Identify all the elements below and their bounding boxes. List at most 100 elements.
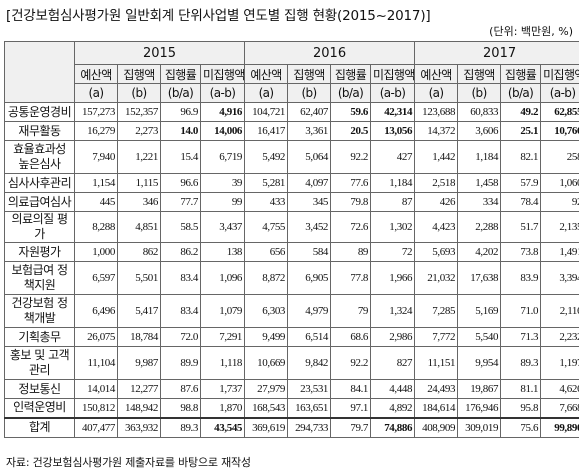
value-cell: 408,909 (414, 416, 459, 438)
table-header: 2015 2016 2017 예산액 집행액 집행률 미집행액 예산액 집행액 집행률 미집행… (4, 41, 579, 103)
value-cell: 9,954 (457, 346, 502, 380)
column-header: 집행액 (457, 64, 502, 84)
value-cell: 68.6 (330, 327, 372, 347)
value-cell: 584 (287, 242, 332, 262)
value-cell: 75.6 (500, 416, 542, 438)
year-header-row: 2015 2016 2017 (4, 41, 579, 103)
value-cell: 1,737 (199, 379, 246, 399)
value-cell: 12,277 (117, 379, 161, 399)
value-cell: 5,281 (244, 173, 289, 193)
value-cell: 5,064 (287, 140, 332, 174)
column-header: 미집행액 (540, 64, 579, 84)
table-row: 의료급여심사 445 346 77.7 99 433 345 79.8 87 426 334 78.4… (4, 192, 579, 212)
row-label: 합계 (4, 416, 75, 438)
value-cell: 11,104 (74, 346, 118, 380)
value-cell: 445 (74, 192, 118, 212)
value-cell: 294,733 (287, 416, 332, 438)
value-cell: 1,184 (370, 173, 416, 193)
value-cell: 14.0 (160, 121, 201, 141)
row-label: 의료급여심사 (4, 192, 75, 212)
value-cell: 97.1 (330, 398, 372, 418)
value-cell: 2,986 (370, 327, 416, 347)
row-label: 자원평가 (4, 242, 75, 262)
value-cell: 71.3 (500, 327, 542, 347)
value-cell: 176,946 (457, 398, 502, 418)
value-cell: 150,812 (74, 398, 118, 418)
value-cell: 74,886 (370, 416, 416, 438)
value-cell: 7,668 (540, 398, 579, 418)
column-header: 미집행액 (199, 64, 246, 84)
value-cell: 83.4 (160, 261, 201, 295)
value-cell: 3,606 (457, 121, 502, 141)
row-label: 재무활동 (4, 121, 75, 141)
value-cell: 16,417 (244, 121, 289, 141)
value-cell: 4,626 (540, 379, 579, 399)
value-cell: 9,842 (287, 346, 332, 380)
value-cell: 99,890 (540, 416, 579, 438)
column-code: (b/a) (160, 83, 201, 103)
value-cell: 7,940 (74, 140, 118, 174)
value-cell: 407,477 (74, 416, 118, 438)
table-row: 공통운영경비 157,273 152,357 96.9 4,916 104,721 62,4… (4, 102, 579, 122)
value-cell: 13,056 (370, 121, 416, 141)
value-cell: 168,543 (244, 398, 289, 418)
value-cell: 1,184 (457, 140, 502, 174)
value-cell: 86.2 (160, 242, 201, 262)
value-cell: 6,597 (74, 261, 118, 295)
value-cell: 15.4 (160, 140, 201, 174)
value-cell: 1,966 (370, 261, 416, 295)
column-code: (a-b) (199, 83, 246, 103)
value-cell: 62,407 (287, 102, 332, 122)
value-cell: 27,979 (244, 379, 289, 399)
value-cell: 42,314 (370, 102, 416, 122)
value-cell: 2,135 (540, 211, 579, 243)
source-note: 자료: 건강보험심사평가원 제출자료를 바탕으로 재작성 (6, 456, 251, 469)
column-name-row: 예산액집행액집행률미집행액예산액집행액집행률미집행액예산액집행액집행률미집행액 (5, 64, 579, 84)
value-cell: 17,638 (457, 261, 502, 295)
value-cell: 345 (287, 192, 332, 212)
column-code: (b) (117, 83, 161, 103)
value-cell: 4,202 (457, 242, 502, 262)
total-row: 합계 407,477 363,932 89.3 43,545 369,619 294,733… (4, 416, 579, 438)
value-cell: 18,784 (117, 327, 161, 347)
value-cell: 79 (330, 294, 372, 328)
value-cell: 89.9 (160, 346, 201, 380)
value-cell: 363,932 (117, 416, 161, 438)
value-cell: 4,916 (199, 102, 246, 122)
value-cell: 16,279 (74, 121, 118, 141)
row-label: 정보통신 (4, 379, 75, 399)
value-cell: 346 (117, 192, 161, 212)
value-cell: 2,116 (540, 294, 579, 328)
year-header: 2015 (73, 41, 246, 65)
table-body: 공통운영경비 157,273 152,357 96.9 4,916 104,721 62,4… (4, 102, 579, 438)
value-cell: 2,232 (540, 327, 579, 347)
value-cell: 89.3 (160, 416, 201, 438)
value-cell: 1,221 (117, 140, 161, 174)
value-cell: 7,291 (199, 327, 246, 347)
value-cell: 7,772 (414, 327, 459, 347)
value-cell: 1,197 (540, 346, 579, 380)
value-cell: 5,417 (117, 294, 161, 328)
value-cell: 71.0 (500, 294, 542, 328)
value-cell: 138 (199, 242, 246, 262)
row-label: 건강보험 정책개발 (4, 294, 75, 328)
value-cell: 79.7 (330, 416, 372, 438)
value-cell: 152,357 (117, 102, 161, 122)
value-cell: 1,000 (74, 242, 118, 262)
value-cell: 6,496 (74, 294, 118, 328)
value-cell: 5,492 (244, 140, 289, 174)
value-cell: 433 (244, 192, 289, 212)
table-row: 효율효과성 높은심사 7,940 1,221 15.4 6,719 5,492 5,064 9… (4, 140, 579, 174)
value-cell: 87.6 (160, 379, 201, 399)
row-label: 기획총무 (4, 327, 75, 347)
value-cell: 92 (540, 192, 579, 212)
value-cell: 72.6 (330, 211, 372, 243)
row-label: 홍보 및 고객관리 (4, 346, 75, 380)
value-cell: 1,079 (199, 294, 246, 328)
value-cell: 14,372 (414, 121, 459, 141)
column-code: (b) (457, 83, 502, 103)
table-row: 기획총무 26,075 18,784 72.0 7,291 9,499 6,514 68.6 2… (4, 327, 579, 347)
value-cell: 6,719 (199, 140, 246, 174)
year-header: 2016 (244, 41, 416, 65)
